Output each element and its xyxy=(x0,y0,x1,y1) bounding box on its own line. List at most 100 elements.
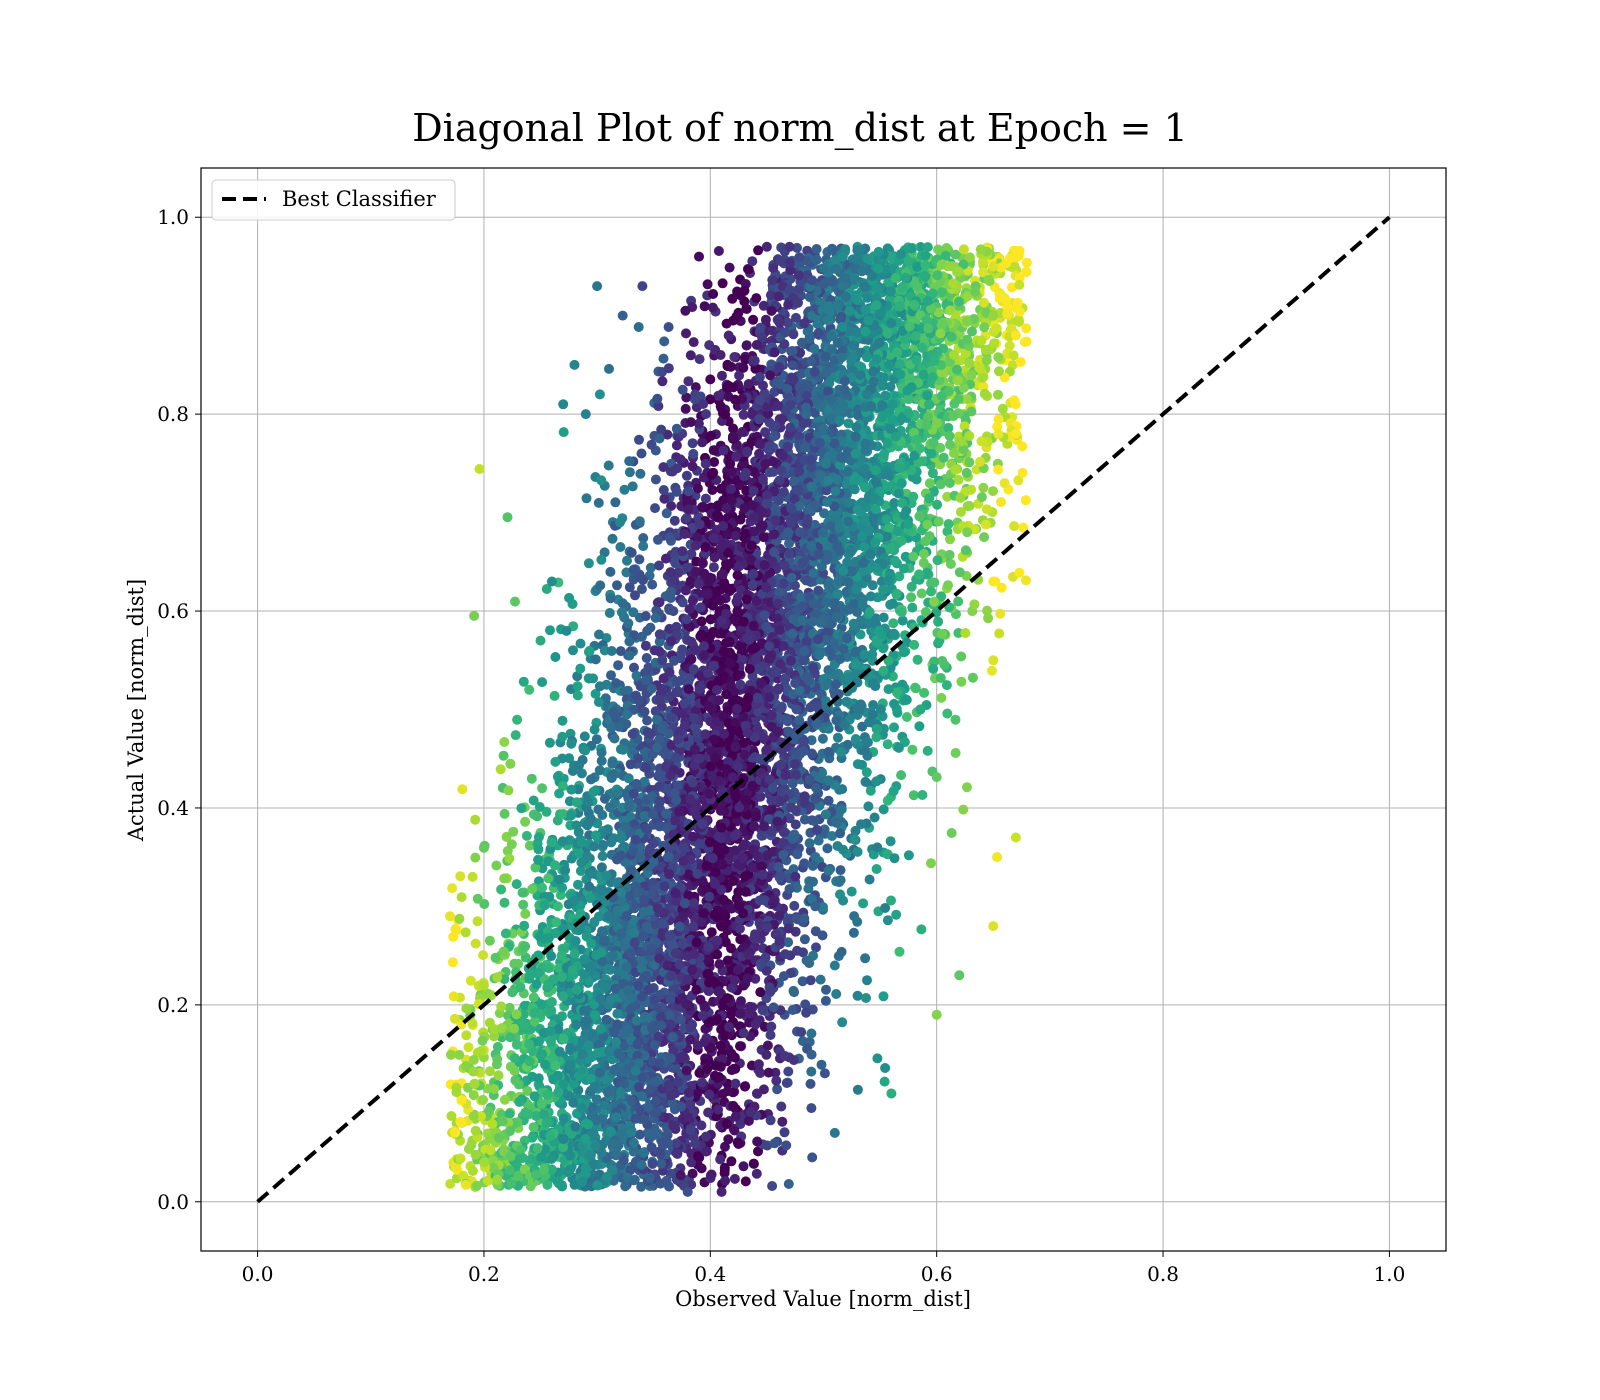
scatter-point xyxy=(848,927,859,938)
scatter-point xyxy=(631,670,642,681)
scatter-point xyxy=(708,562,719,573)
scatter-point xyxy=(717,370,727,381)
scatter-point xyxy=(996,497,1006,507)
scatter-point xyxy=(504,1002,515,1013)
scatter-point xyxy=(499,808,510,819)
scatter-point xyxy=(510,730,521,741)
scatter-point xyxy=(1019,337,1030,347)
scatter-point xyxy=(868,514,879,525)
scatter-point xyxy=(917,790,928,800)
scatter-point xyxy=(827,243,837,254)
scatter-point xyxy=(903,850,914,861)
scatter-point xyxy=(804,292,815,303)
scatter-point xyxy=(776,1101,787,1112)
scatter-point xyxy=(520,908,531,919)
scatter-point xyxy=(993,389,1003,400)
scatter-point xyxy=(654,821,665,832)
scatter-point xyxy=(713,246,724,256)
scatter-point xyxy=(478,950,489,961)
scatter-point xyxy=(852,990,863,1001)
scatter-point xyxy=(558,427,569,438)
scatter-point xyxy=(590,688,601,699)
scatter-point xyxy=(630,590,640,601)
scatter-point xyxy=(969,599,980,610)
scatter-point xyxy=(447,957,458,968)
scatter-point xyxy=(774,910,785,921)
scatter-point xyxy=(747,644,758,655)
scatter-point xyxy=(499,897,510,908)
scatter-point xyxy=(516,803,527,814)
scatter-point xyxy=(594,389,605,400)
scatter-point xyxy=(741,340,752,351)
scatter-point xyxy=(680,305,691,316)
scatter-point xyxy=(852,1084,863,1095)
scatter-point xyxy=(521,830,532,841)
scatter-point xyxy=(657,376,668,387)
scatter-point xyxy=(1021,575,1031,586)
scatter-point xyxy=(602,824,613,835)
scatter-point xyxy=(908,790,919,801)
scatter-point xyxy=(800,999,811,1010)
scatter-point xyxy=(910,683,921,694)
scatter-point xyxy=(950,748,961,758)
scatter-point xyxy=(517,887,528,898)
scatter-point xyxy=(958,804,969,815)
scatter-point xyxy=(670,558,681,569)
scatter-point xyxy=(557,731,568,742)
scatter-point xyxy=(520,816,531,827)
scatter-point xyxy=(763,1067,774,1078)
scatter-point xyxy=(457,784,468,795)
scatter-point xyxy=(878,584,888,595)
scatter-point xyxy=(666,501,677,511)
scatter-point xyxy=(901,712,912,722)
scatter-point xyxy=(492,1041,503,1052)
scatter-point xyxy=(878,612,889,623)
scatter-point xyxy=(950,714,961,725)
scatter-point xyxy=(496,884,507,895)
scatter-point xyxy=(754,448,765,459)
scatter-point xyxy=(981,355,992,366)
scatter-point xyxy=(541,584,552,594)
scatter-point xyxy=(872,1053,883,1064)
scatter-point xyxy=(994,628,1005,639)
scatter-point xyxy=(891,909,902,920)
scatter-point xyxy=(958,244,969,255)
scatter-point xyxy=(916,588,927,599)
scatter-point xyxy=(550,756,561,767)
scatter-point xyxy=(864,874,875,885)
scatter-point xyxy=(583,558,594,569)
scatter-point xyxy=(707,302,718,313)
scatter-point xyxy=(564,592,575,603)
scatter-point xyxy=(933,516,944,527)
scatter-point xyxy=(484,1066,495,1077)
scatter-point xyxy=(705,374,716,385)
scatter-point xyxy=(942,526,953,537)
scatter-point xyxy=(694,354,705,365)
scatter-point xyxy=(669,515,680,526)
scatter-point xyxy=(586,774,596,785)
scatter-point xyxy=(978,482,989,493)
scatter-points xyxy=(445,241,1032,1197)
scatter-point xyxy=(498,750,509,761)
scatter-point xyxy=(857,266,867,277)
scatter-point xyxy=(727,293,738,304)
scatter-point xyxy=(468,1054,479,1065)
scatter-point xyxy=(599,1100,610,1111)
scatter-point xyxy=(636,448,647,459)
scatter-point xyxy=(612,580,622,591)
scatter-point xyxy=(584,881,595,892)
scatter-point xyxy=(979,532,990,543)
scatter-point xyxy=(491,860,502,871)
scatter-point xyxy=(495,764,506,775)
scatter-point xyxy=(581,493,592,504)
scatter-point xyxy=(504,853,515,864)
scatter-point xyxy=(912,654,923,665)
scatter-point xyxy=(607,533,618,544)
scatter-point xyxy=(797,976,808,987)
scatter-point xyxy=(509,958,520,969)
scatter-point xyxy=(610,497,621,508)
scatter-point xyxy=(446,1111,457,1121)
scatter-point xyxy=(590,654,601,665)
scatter-point xyxy=(806,1028,817,1039)
